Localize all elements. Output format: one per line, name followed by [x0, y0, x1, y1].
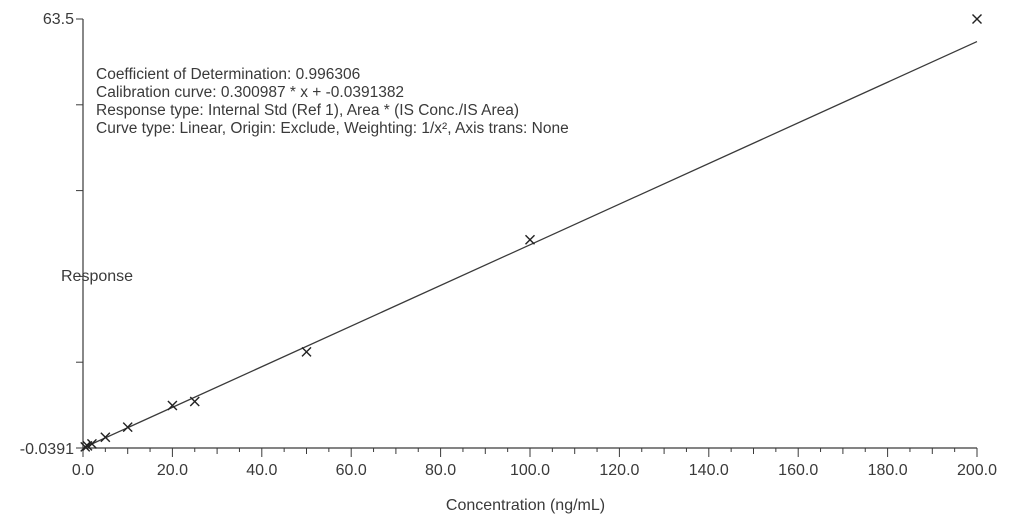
data-point-stroke: [301, 346, 312, 357]
data-point: [525, 234, 535, 245]
x-tick-label: 140.0: [689, 462, 729, 479]
x-tick-label: 180.0: [868, 462, 908, 479]
data-point-stroke: [972, 14, 982, 24]
x-tick-label: 120.0: [599, 462, 639, 479]
data-point-stroke: [525, 234, 535, 245]
data-point: [122, 422, 133, 433]
annotation-response-type: Response type: Internal Std (Ref 1), Are…: [96, 102, 520, 119]
data-point: [100, 432, 111, 443]
data-points: [80, 14, 982, 452]
tick-labels: 0.0 20.0 40.0 60.0 80.0 100.0 120.0 140.0 160.0 1…: [20, 11, 997, 479]
data-point: [86, 438, 97, 449]
fit-line: [84, 40, 978, 448]
x-tick-label: 60.0: [336, 462, 367, 479]
data-point: [80, 441, 91, 452]
data-point: [301, 346, 312, 357]
data-point-stroke: [167, 400, 178, 411]
annotation-curve-type: Curve type: Linear, Origin: Exclude, Wei…: [96, 120, 569, 137]
x-tick-label: 0.0: [72, 462, 94, 479]
data-point: [167, 400, 178, 411]
x-tick-label: 40.0: [246, 462, 277, 479]
data-point-stroke: [122, 422, 133, 433]
x-tick-label: 200.0: [957, 462, 997, 479]
data-point: [189, 396, 200, 407]
data-point: [972, 14, 982, 24]
x-tick-label: 160.0: [778, 462, 818, 479]
annotation-r2: Coefficient of Determination: 0.996306: [96, 66, 361, 83]
y-axis-label: Response: [61, 268, 134, 285]
x-tick-label: 100.0: [510, 462, 550, 479]
calibration-line: [84, 40, 978, 448]
data-point-stroke: [189, 396, 200, 407]
y-tick-label-min: -0.0391: [20, 441, 74, 458]
x-tick-label: 20.0: [157, 462, 188, 479]
x-tick-label: 80.0: [425, 462, 456, 479]
data-point-stroke: [80, 441, 91, 452]
data-point-stroke: [100, 432, 111, 443]
data-point-stroke: [86, 438, 97, 449]
tick-marks: [76, 18, 978, 457]
x-axis-label: Concentration (ng/mL): [445, 497, 606, 514]
annotation-curve: Calibration curve: 0.300987 * x + -0.039…: [96, 84, 405, 101]
y-tick-label-max: 63.5: [43, 11, 74, 28]
